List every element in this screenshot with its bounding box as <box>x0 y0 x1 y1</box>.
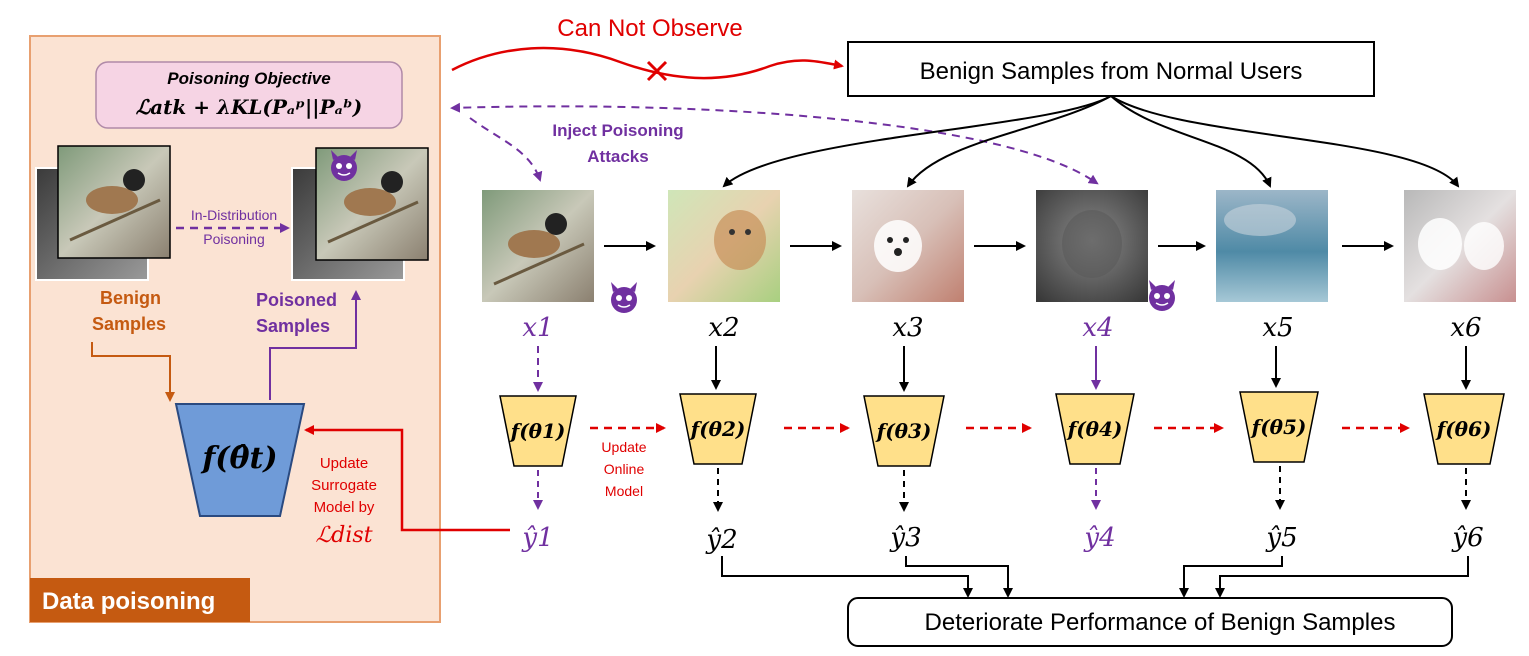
benign-samples-label-1: Benign <box>100 288 161 308</box>
sample-image-2 <box>668 190 780 302</box>
surrogate-to-poisoned-arrow <box>269 290 361 400</box>
inject-to-x1-arrow <box>469 117 543 182</box>
benign-source-box <box>847 41 1375 97</box>
sample-image-6 <box>1404 190 1516 302</box>
update-surrogate-arrow <box>304 425 510 532</box>
input-label-6: x6 <box>1450 313 1481 343</box>
benign-sample-stack <box>35 145 171 281</box>
input-to-model-arrows <box>533 346 1471 392</box>
sample-image-4 <box>1036 190 1148 302</box>
poisoned-samples-label-2: Samples <box>256 316 330 336</box>
input-label-3: x3 <box>892 313 923 343</box>
output-label-2: ŷ2 <box>705 525 737 555</box>
devil-icon <box>611 282 637 313</box>
update-surrogate-label-2: Surrogate <box>311 477 377 494</box>
loss-dist-label: ℒdist <box>315 523 372 548</box>
sample-image-5 <box>1216 190 1328 302</box>
input-label-1: x1 <box>522 313 553 343</box>
online-model-label-4: f(θ4) <box>1066 417 1123 441</box>
online-model-label-3: f(θ3) <box>875 419 932 443</box>
benign-source-label: Benign Samples from Normal Users <box>920 58 1303 85</box>
output-label-5: ŷ5 <box>1265 523 1297 553</box>
update-surrogate-label-1: Update <box>320 455 368 472</box>
online-model-label-6: f(θ6) <box>1435 417 1492 441</box>
data-poisoning-tag <box>30 578 250 622</box>
poisoned-sample-stack <box>291 147 429 281</box>
update-online-label-3: Model <box>605 483 643 499</box>
sample-image-1 <box>482 190 594 302</box>
online-model-2: f(θ2) <box>679 393 757 465</box>
output-to-deteriorate-arrows <box>721 556 1469 598</box>
output-label-3: ŷ3 <box>889 523 921 553</box>
online-model-6: f(θ6) <box>1423 393 1505 465</box>
input-label-4: x4 <box>1082 313 1113 343</box>
inject-label-2: Attacks <box>587 147 648 166</box>
data-poisoning-panel <box>29 35 441 623</box>
deteriorate-label: Deteriorate Performance of Benign Sample… <box>925 609 1396 636</box>
data-poisoning-label: Data poisoning <box>42 588 215 615</box>
update-online-label-2: Online <box>604 461 645 477</box>
poisoning-objective-formula: ℒatk + λKL(Pₐᵖ||Pₐᵇ) <box>136 95 362 119</box>
can-not-observe-label: Can Not Observe <box>557 15 742 42</box>
online-model-label-2: f(θ2) <box>689 417 746 441</box>
benign-to-surrogate-arrow <box>91 342 175 402</box>
in-distribution-label-1: In-Distribution <box>191 207 277 223</box>
devil-icon <box>1149 280 1175 311</box>
poisoning-objective-title: Poisoning Objective <box>167 69 330 88</box>
online-model-5: f(θ5) <box>1239 391 1319 463</box>
output-label-6: ŷ6 <box>1451 523 1483 553</box>
surrogate-model <box>174 403 306 517</box>
deteriorate-box <box>847 597 1453 647</box>
model-to-output-arrows <box>533 466 1471 512</box>
in-distribution-label-2: Poisoning <box>203 231 265 247</box>
can-not-observe-arrow <box>451 46 844 80</box>
inject-to-objective-arrow <box>450 102 1099 185</box>
benign-samples-label-2: Samples <box>92 314 166 334</box>
output-label-1: ŷ1 <box>521 523 553 553</box>
output-label-4: ŷ4 <box>1083 523 1115 553</box>
online-model-label-1: f(θ1) <box>509 419 566 443</box>
online-model-label-5: f(θ5) <box>1250 415 1307 439</box>
update-surrogate-label-3: Model by <box>314 499 375 516</box>
online-model-4: f(θ4) <box>1055 393 1135 465</box>
poisoning-objective-box <box>95 61 403 129</box>
poisoned-samples-label-1: Poisoned <box>256 290 337 310</box>
inject-label-1: Inject Poisoning <box>552 121 683 140</box>
input-label-2: x2 <box>708 313 739 343</box>
input-label-5: x5 <box>1262 313 1293 343</box>
sample-image-3 <box>852 190 964 302</box>
surrogate-model-label: f(θ̂t) <box>200 441 277 476</box>
update-online-label-1: Update <box>601 439 646 455</box>
devil-icon <box>331 150 357 181</box>
cross-icon <box>646 60 668 82</box>
online-model-3: f(θ3) <box>863 395 945 467</box>
online-model-1: f(θ1) <box>499 395 577 467</box>
benign-fanout-arrows <box>722 95 1460 188</box>
